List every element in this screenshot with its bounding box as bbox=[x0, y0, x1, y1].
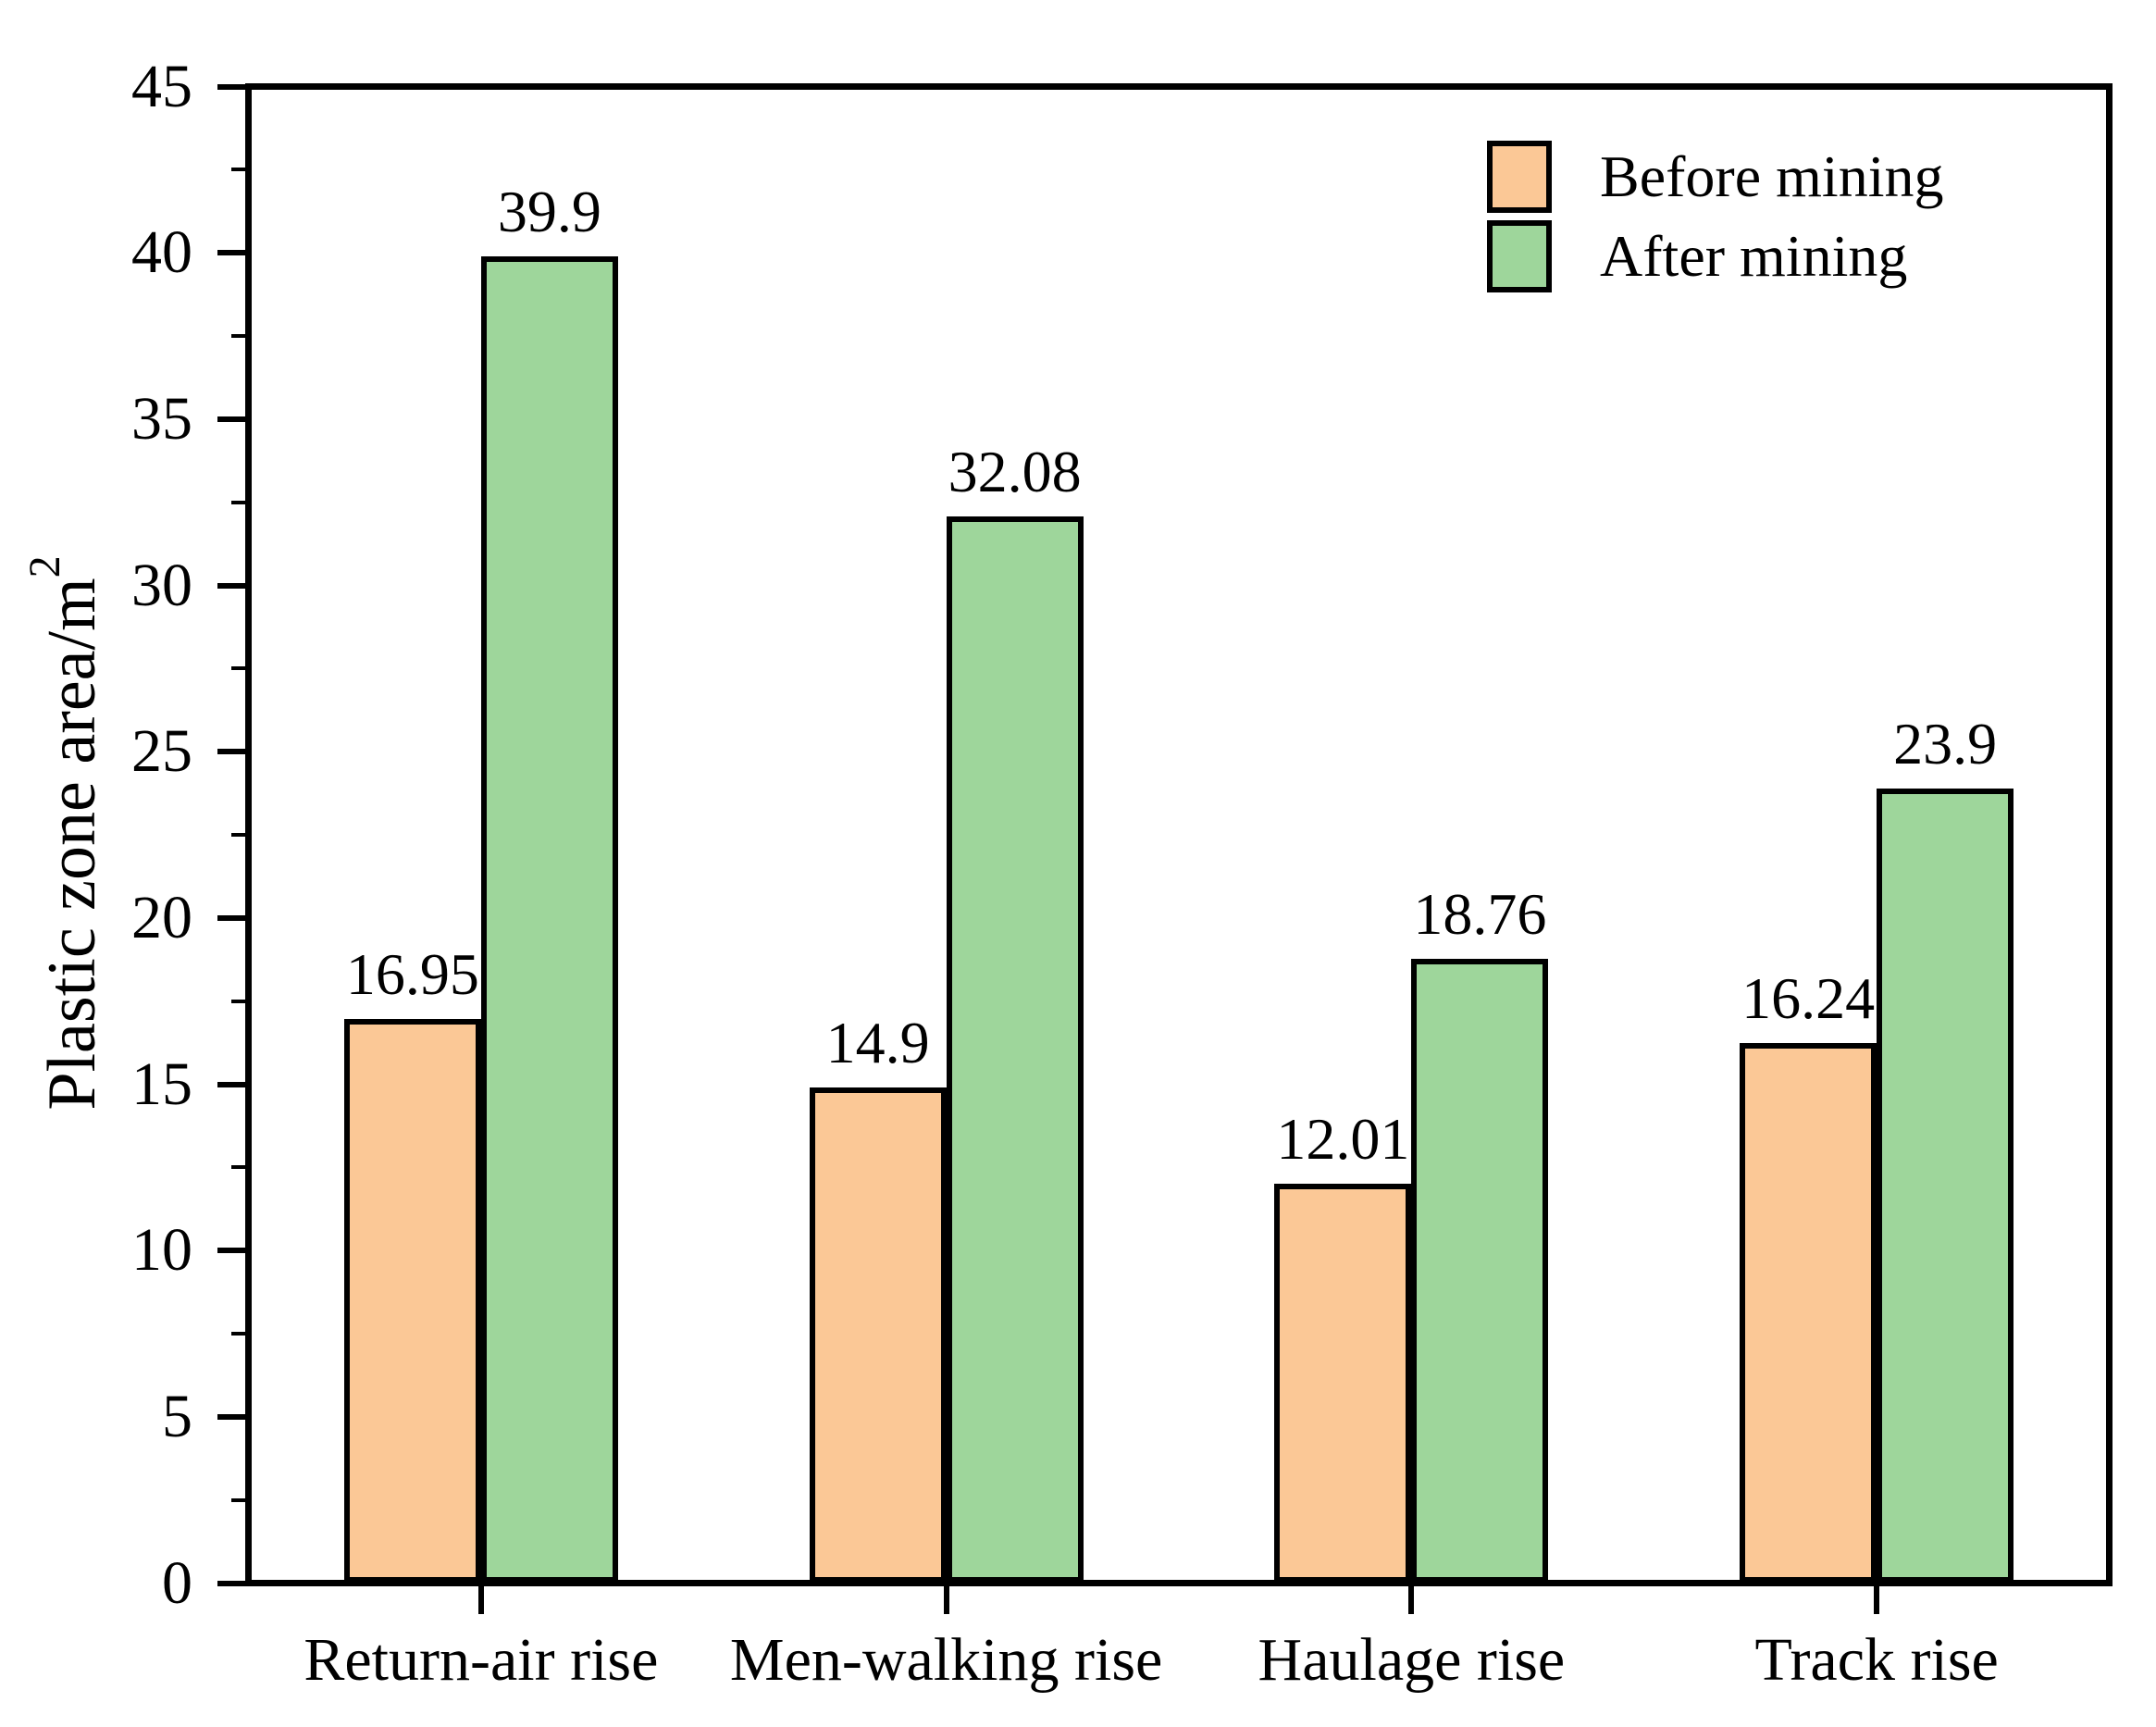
x-category-label: Track rise bbox=[1754, 1625, 1999, 1694]
x-tick bbox=[943, 1586, 949, 1614]
bar-before-mining bbox=[1740, 1042, 1877, 1584]
legend-label-after-mining: After mining bbox=[1600, 223, 1908, 289]
y-minor-tick bbox=[231, 666, 245, 671]
bar-before-mining bbox=[343, 1019, 481, 1584]
legend-label-before-mining: Before mining bbox=[1600, 143, 1944, 209]
bar-before-mining bbox=[809, 1087, 947, 1584]
x-category-label: Return-air rise bbox=[304, 1625, 659, 1694]
bar-value-label: 18.76 bbox=[1413, 881, 1547, 948]
y-axis-title-text: Plastic zone area/m bbox=[34, 578, 110, 1111]
y-tick bbox=[217, 416, 245, 422]
y-tick-label: 5 bbox=[162, 1382, 192, 1450]
y-tick bbox=[217, 83, 245, 90]
y-tick-label: 35 bbox=[131, 384, 192, 453]
bar-value-label: 32.08 bbox=[948, 438, 1082, 504]
x-tick bbox=[1874, 1586, 1880, 1614]
bar-value-label: 12.01 bbox=[1276, 1105, 1410, 1172]
y-axis-title: Plastic zone area/m2 bbox=[20, 555, 110, 1111]
bar-value-label: 39.9 bbox=[497, 178, 601, 244]
plot-frame bbox=[245, 83, 2113, 1586]
y-tick-label: 45 bbox=[131, 52, 192, 120]
y-tick-label: 25 bbox=[131, 717, 192, 786]
y-tick-label: 10 bbox=[131, 1216, 192, 1285]
y-tick bbox=[217, 582, 245, 589]
y-tick-label: 40 bbox=[131, 218, 192, 287]
x-tick bbox=[477, 1586, 484, 1614]
legend-swatch-after-mining bbox=[1487, 220, 1552, 292]
y-minor-tick bbox=[231, 833, 245, 837]
bar-value-label: 16.95 bbox=[345, 941, 479, 1008]
y-tick-label: 15 bbox=[131, 1050, 192, 1118]
y-tick bbox=[217, 1580, 245, 1586]
x-category-label: Men-walking rise bbox=[729, 1625, 1163, 1694]
bar-value-label: 23.9 bbox=[1893, 710, 1998, 777]
y-tick-label: 0 bbox=[162, 1548, 192, 1617]
bar-after-mining bbox=[1411, 959, 1549, 1584]
y-minor-tick bbox=[231, 168, 245, 172]
bar-after-mining bbox=[1877, 788, 2014, 1584]
bar-before-mining bbox=[1274, 1183, 1412, 1584]
y-tick-label: 30 bbox=[131, 551, 192, 619]
y-minor-tick bbox=[231, 500, 245, 504]
x-category-label: Haulage rise bbox=[1258, 1625, 1566, 1694]
y-minor-tick bbox=[231, 334, 245, 338]
bar-after-mining bbox=[480, 255, 618, 1584]
y-tick bbox=[217, 250, 245, 256]
bar-value-label: 16.24 bbox=[1741, 964, 1876, 1031]
y-tick bbox=[217, 1413, 245, 1420]
legend-row-before-mining: Before mining bbox=[1487, 141, 1943, 213]
y-tick-label: 20 bbox=[131, 883, 192, 951]
legend: Before mining After mining bbox=[1487, 141, 1943, 300]
y-minor-tick bbox=[231, 1497, 245, 1502]
y-tick bbox=[217, 1081, 245, 1087]
y-tick bbox=[217, 1248, 245, 1254]
y-minor-tick bbox=[231, 1165, 245, 1170]
x-tick bbox=[1408, 1586, 1415, 1614]
y-tick bbox=[217, 914, 245, 921]
bar-value-label: 14.9 bbox=[825, 1010, 930, 1076]
y-minor-tick bbox=[231, 999, 245, 1003]
y-minor-tick bbox=[231, 1332, 245, 1336]
y-tick bbox=[217, 749, 245, 755]
legend-swatch-before-mining bbox=[1487, 141, 1552, 213]
bar-after-mining bbox=[946, 516, 1084, 1584]
legend-row-after-mining: After mining bbox=[1487, 220, 1943, 292]
